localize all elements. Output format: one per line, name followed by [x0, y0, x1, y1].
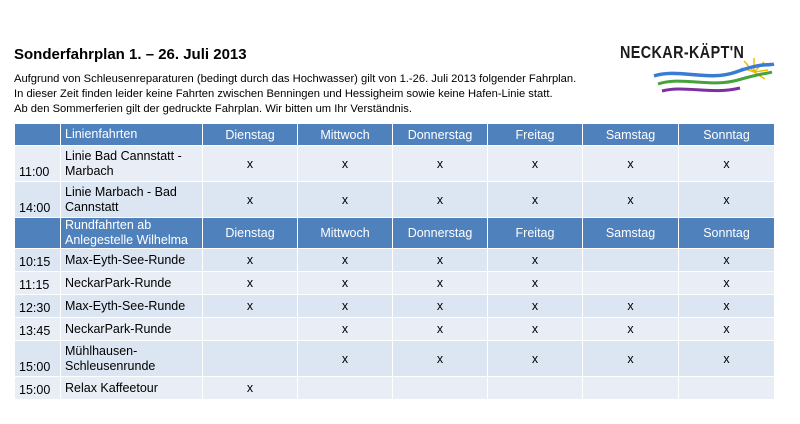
service-mark: x [487, 340, 583, 377]
departure-time: 15:00 [14, 340, 61, 377]
day-header: Sonntag [678, 217, 775, 249]
route-name: Max-Eyth-See-Runde [60, 248, 203, 272]
day-header: Mittwoch [297, 123, 393, 146]
day-header: Samstag [582, 217, 679, 249]
service-mark [582, 248, 679, 272]
service-mark: x [487, 181, 583, 218]
service-mark: x [487, 317, 583, 341]
service-mark [202, 340, 298, 377]
service-mark: x [487, 248, 583, 272]
service-mark: x [202, 271, 298, 295]
service-mark: x [297, 317, 393, 341]
day-header: Donnerstag [392, 123, 488, 146]
table-row: 15:00 Relax Kaffeetour x [14, 376, 775, 400]
service-mark: x [392, 340, 488, 377]
departure-time: 11:00 [14, 145, 61, 182]
service-mark: x [297, 294, 393, 318]
service-mark [487, 376, 583, 400]
route-name: Mühlhausen-Schleusenrunde [60, 340, 203, 377]
service-mark: x [392, 181, 488, 218]
departure-time: 15:00 [14, 376, 61, 400]
service-mark: x [202, 248, 298, 272]
intro-line: Aufgrund von Schleusenreparaturen (bedin… [14, 73, 577, 85]
service-mark: x [392, 248, 488, 272]
intro-line: Ab den Sommerferien gilt der gedruckte F… [14, 103, 412, 116]
day-header: Freitag [487, 123, 583, 146]
service-mark: x [202, 145, 298, 182]
table-row: 12:30 Max-Eyth-See-Runde x x x x x x [14, 294, 775, 318]
service-mark [202, 317, 298, 341]
table-row: 13:45 NeckarPark-Runde x x x x x [14, 317, 775, 341]
departure-time: 11:15 [14, 271, 61, 295]
service-mark: x [678, 340, 775, 377]
table-row: 15:00 Mühlhausen-Schleusenrunde x x x x x [14, 340, 775, 377]
service-mark [297, 376, 393, 400]
day-header: Dienstag [202, 123, 298, 146]
service-mark: x [678, 271, 775, 295]
intro-line: In dieser Zeit finden leider keine Fahrt… [14, 88, 553, 101]
route-name: NeckarPark-Runde [60, 271, 203, 295]
neckar-kaeptn-logo: NECKAR-KÄPT'N [618, 36, 778, 100]
service-mark: x [297, 181, 393, 218]
section-header-label: Rundfahrten ab Anlegestelle Wilhelma [60, 217, 203, 249]
service-mark: x [678, 181, 775, 218]
service-mark: x [678, 294, 775, 318]
service-mark [392, 376, 488, 400]
route-name: Linie Bad Cannstatt - Marbach [60, 145, 203, 182]
service-mark: x [392, 294, 488, 318]
header-empty-cell [14, 123, 61, 146]
section-header-row: Rundfahrten ab Anlegestelle Wilhelma Dien… [14, 217, 775, 249]
service-mark: x [202, 376, 298, 400]
day-header: Donnerstag [392, 217, 488, 249]
day-header: Mittwoch [297, 217, 393, 249]
table-row: 14:00 Linie Marbach - Bad Cannstatt x x x x x x [14, 181, 775, 218]
departure-time: 13:45 [14, 317, 61, 341]
service-mark [582, 376, 679, 400]
service-mark: x [678, 248, 775, 272]
service-mark: x [297, 145, 393, 182]
service-mark: x [392, 145, 488, 182]
day-header: Samstag [582, 123, 679, 146]
service-mark: x [582, 340, 679, 377]
route-name: Max-Eyth-See-Runde [60, 294, 203, 318]
logo-text: NECKAR-KÄPT'N [620, 42, 745, 62]
section-header-row: Linienfahrten Dienstag Mittwoch Donnerstag F… [14, 123, 775, 146]
schedule-table: Linienfahrten Dienstag Mittwoch Donnerstag F… [14, 123, 775, 400]
service-mark: x [487, 271, 583, 295]
table-row: 10:15 Max-Eyth-See-Runde x x x x x [14, 248, 775, 272]
service-mark: x [392, 317, 488, 341]
day-header: Dienstag [202, 217, 298, 249]
service-mark: x [297, 248, 393, 272]
header-empty-cell [14, 217, 61, 249]
service-mark: x [202, 294, 298, 318]
service-mark: x [487, 145, 583, 182]
service-mark: x [582, 181, 679, 218]
table-row: 11:00 Linie Bad Cannstatt - Marbach x x x x x x [14, 145, 775, 182]
service-mark: x [297, 340, 393, 377]
page-title: Sonderfahrplan 1. – 26. Juli 2013 [14, 46, 247, 63]
service-mark [582, 271, 679, 295]
departure-time: 10:15 [14, 248, 61, 272]
day-header: Freitag [487, 217, 583, 249]
service-mark: x [487, 294, 583, 318]
service-mark: x [202, 181, 298, 218]
service-mark: x [678, 145, 775, 182]
logo-waves-icon [653, 58, 775, 93]
section-header-label: Linienfahrten [60, 123, 203, 146]
service-mark: x [297, 271, 393, 295]
service-mark: x [582, 317, 679, 341]
day-header: Sonntag [678, 123, 775, 146]
departure-time: 12:30 [14, 294, 61, 318]
service-mark [678, 376, 775, 400]
route-name: Linie Marbach - Bad Cannstatt [60, 181, 203, 218]
route-name: NeckarPark-Runde [60, 317, 203, 341]
service-mark: x [392, 271, 488, 295]
service-mark: x [582, 294, 679, 318]
table-row: 11:15 NeckarPark-Runde x x x x x [14, 271, 775, 295]
intro-text: Aufgrund von Schleusenreparaturen (bedin… [14, 72, 634, 118]
service-mark: x [678, 317, 775, 341]
route-name: Relax Kaffeetour [60, 376, 203, 400]
service-mark: x [582, 145, 679, 182]
departure-time: 14:00 [14, 181, 61, 218]
